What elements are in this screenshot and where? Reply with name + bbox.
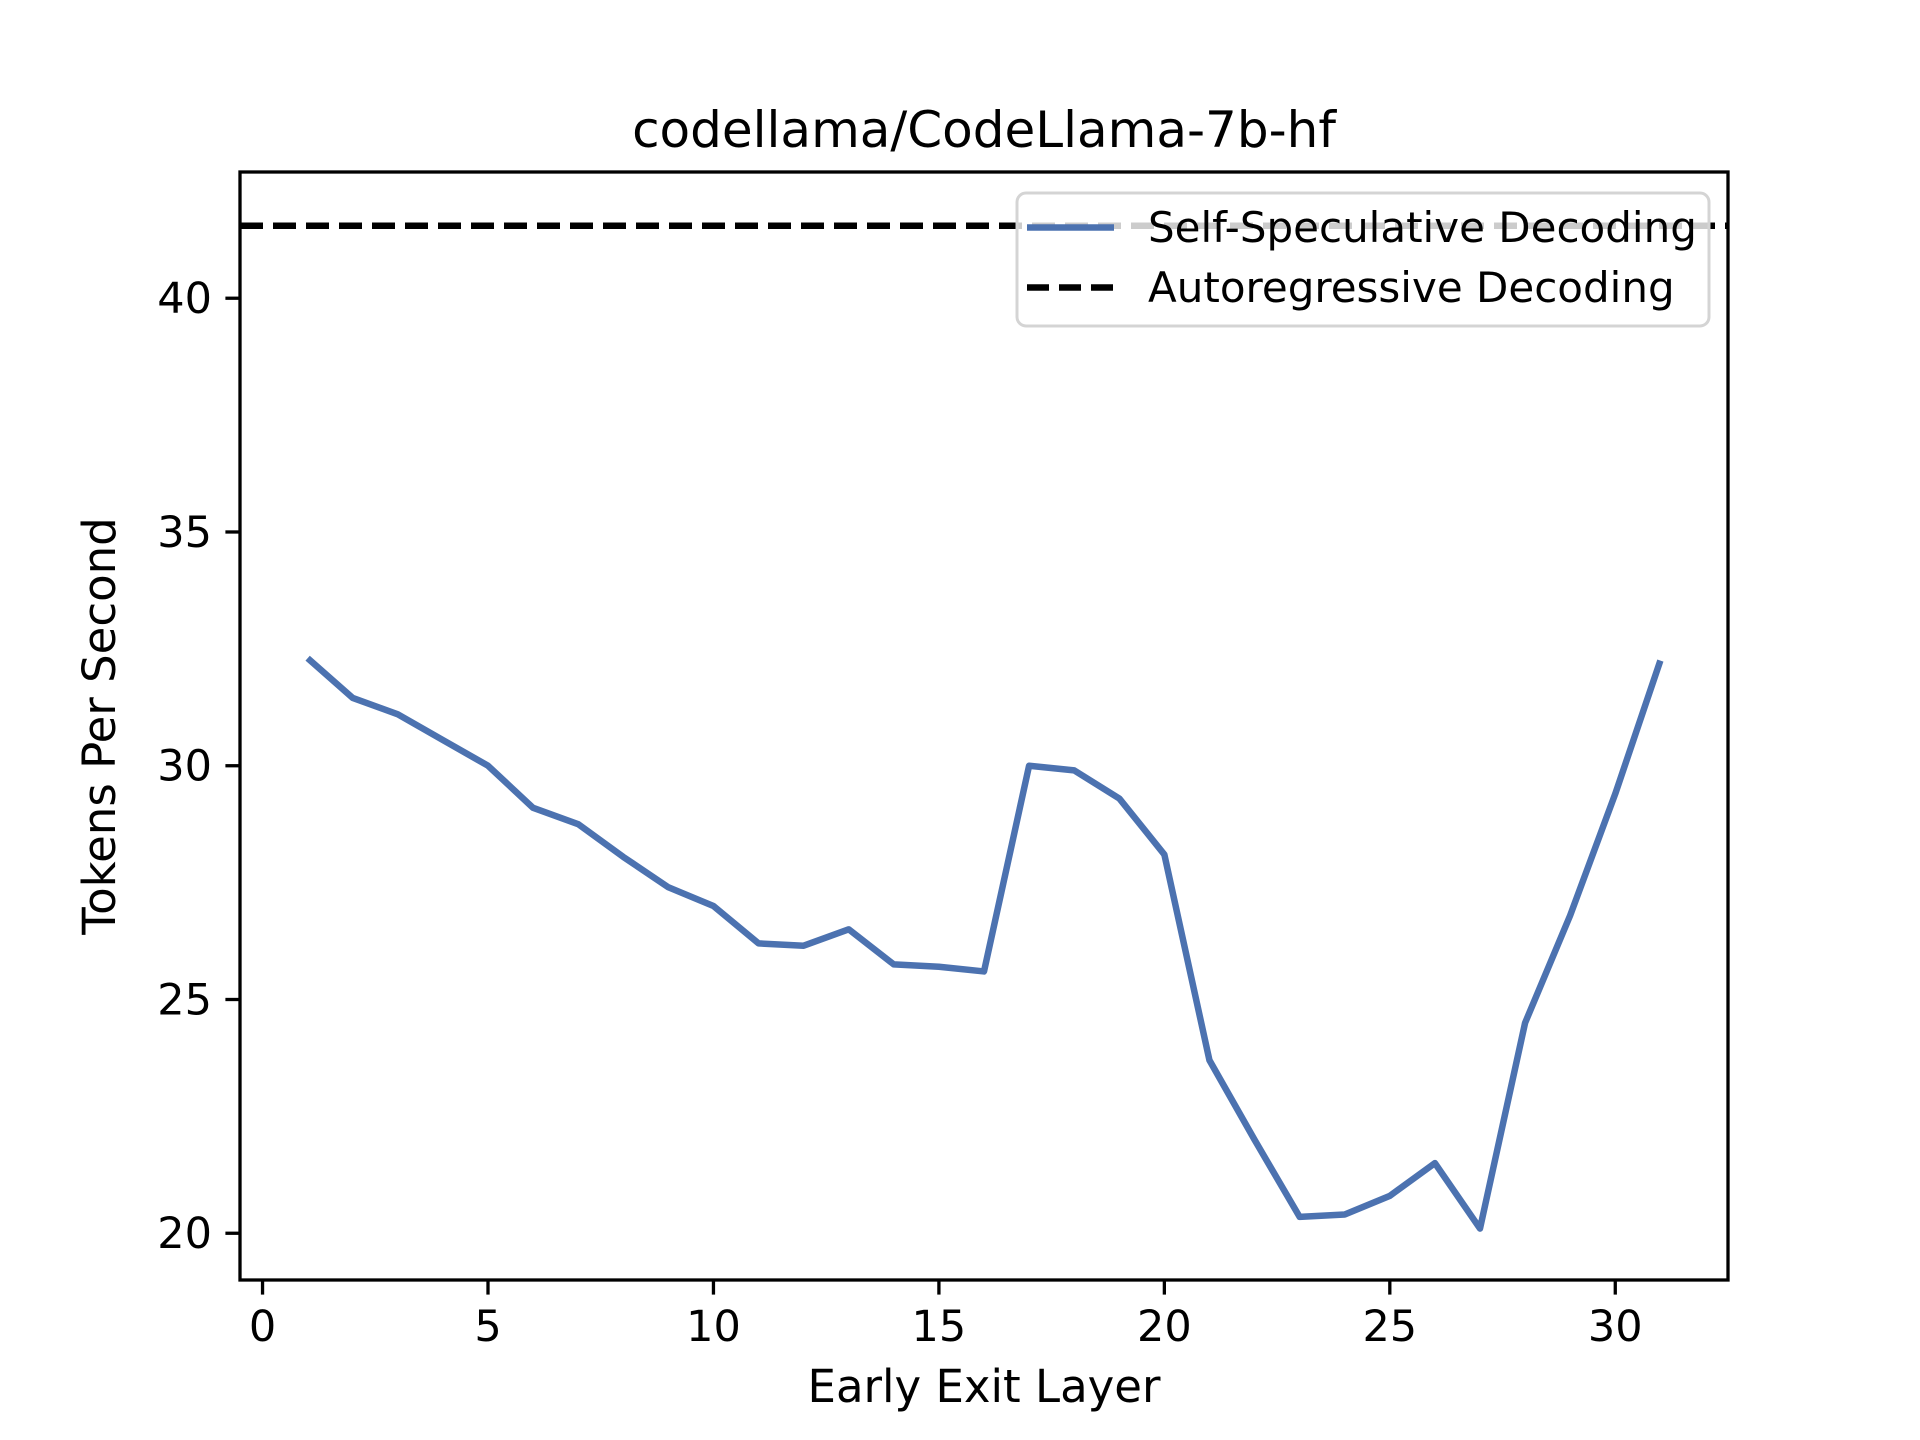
x-tick-label: 0 xyxy=(249,1302,276,1352)
self-speculative-series xyxy=(305,655,1664,1232)
y-axis-label: Tokens Per Second xyxy=(73,517,126,935)
x-tick-label: 25 xyxy=(1362,1302,1417,1352)
y-tick-label: 35 xyxy=(157,508,212,558)
x-tick-label: 5 xyxy=(474,1302,501,1352)
x-tick-label: 10 xyxy=(686,1302,741,1352)
chart-title: codellama/CodeLlama-7b-hf xyxy=(632,101,1337,159)
y-axis-ticks: 20 25 30 35 40 xyxy=(157,274,240,1259)
plot-border xyxy=(238,170,1730,1282)
y-tick-label: 40 xyxy=(157,274,212,324)
legend-label-self-speculative: Self-Speculative Decoding xyxy=(1148,203,1697,252)
legend: Self-Speculative Decoding Autoregressive… xyxy=(1015,191,1711,328)
legend-label-autoregressive: Autoregressive Decoding xyxy=(1148,263,1675,312)
y-tick-label: 30 xyxy=(157,742,212,792)
series-lines xyxy=(240,222,1728,1232)
x-tick-label: 30 xyxy=(1588,1302,1643,1352)
x-axis-ticks: 0 5 10 15 20 25 30 xyxy=(249,1280,1643,1352)
legend-box xyxy=(1015,191,1711,328)
x-axis-label: Early Exit Layer xyxy=(808,1360,1161,1413)
y-tick-label: 25 xyxy=(157,975,212,1025)
y-tick-label: 20 xyxy=(157,1209,212,1259)
x-tick-label: 15 xyxy=(912,1302,967,1352)
x-tick-label: 20 xyxy=(1137,1302,1192,1352)
